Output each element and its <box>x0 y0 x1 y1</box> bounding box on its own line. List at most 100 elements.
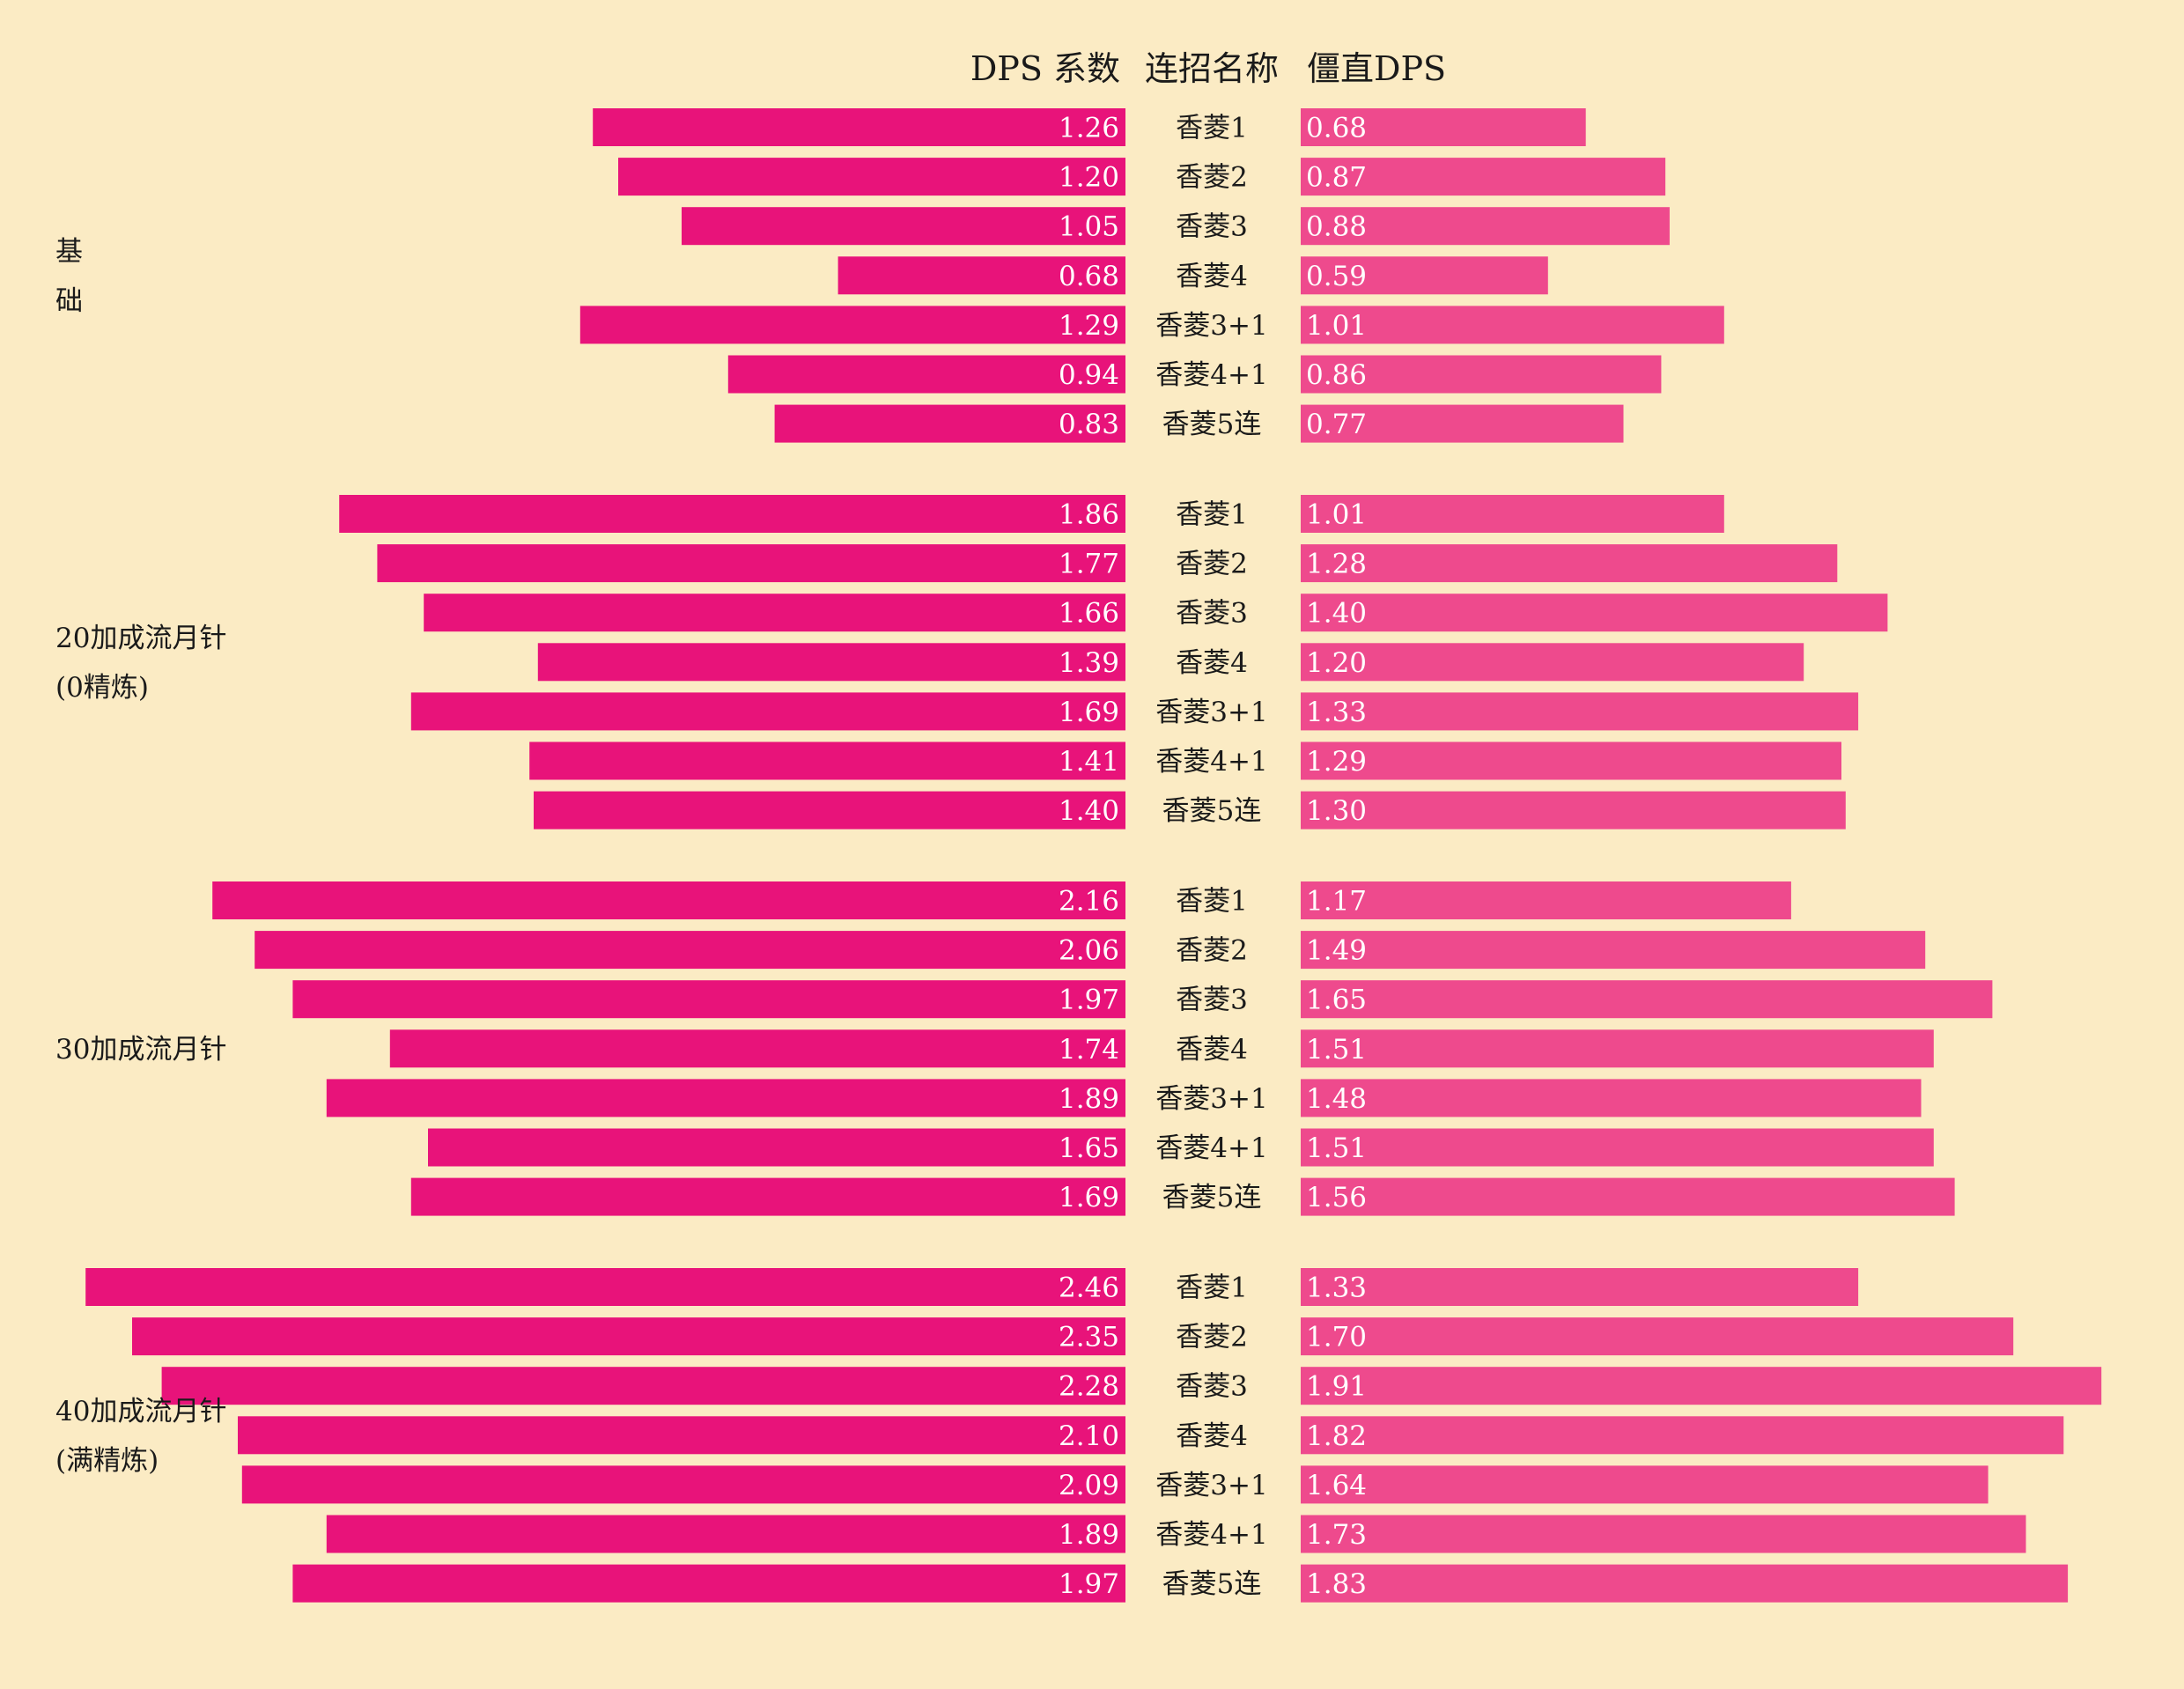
dps-bar <box>618 158 1125 196</box>
dps-value-label: 2.09 <box>1059 1470 1119 1501</box>
stagger-dps-value-label: 1.49 <box>1306 935 1367 967</box>
dps-value-label: 1.89 <box>1059 1519 1119 1551</box>
stagger-dps-value-label: 1.29 <box>1306 746 1367 778</box>
stagger-dps-value-label: 1.01 <box>1306 499 1367 531</box>
dps-value-label: 1.39 <box>1059 647 1119 679</box>
dps-bar <box>534 791 1125 830</box>
combo-name-label: 香菱4+1 <box>1155 746 1267 778</box>
dps-value-label: 1.40 <box>1059 795 1119 827</box>
dps-bar <box>326 1515 1125 1553</box>
stagger-dps-bar <box>1301 404 1624 443</box>
group-label: 础 <box>55 285 83 317</box>
dps-value-label: 1.77 <box>1059 549 1119 580</box>
dps-value-label: 1.29 <box>1059 310 1119 342</box>
stagger-dps-bar <box>1301 1268 1859 1306</box>
stagger-dps-bar <box>1301 1029 1934 1068</box>
header-combo-name: 连招名称 <box>1145 49 1279 88</box>
stagger-dps-value-label: 1.51 <box>1306 1034 1367 1066</box>
stagger-dps-value-label: 1.48 <box>1306 1083 1367 1115</box>
dps-value-label: 0.83 <box>1059 409 1119 440</box>
group-label: 20加成流月针 <box>55 623 226 654</box>
stagger-dps-value-label: 1.17 <box>1306 886 1367 918</box>
stagger-dps-bar <box>1301 1079 1922 1117</box>
stagger-dps-value-label: 1.70 <box>1306 1322 1367 1353</box>
stagger-dps-bar <box>1301 881 1791 919</box>
stagger-dps-value-label: 1.91 <box>1306 1371 1367 1403</box>
dps-value-label: 2.06 <box>1059 935 1119 967</box>
dps-value-label: 1.65 <box>1059 1132 1119 1164</box>
dps-value-label: 0.68 <box>1059 261 1119 292</box>
dps-value-label: 1.86 <box>1059 499 1119 531</box>
dps-value-label: 1.66 <box>1059 598 1119 630</box>
combo-name-label: 香菱2 <box>1176 935 1248 967</box>
dps-bar <box>410 692 1125 731</box>
stagger-dps-bar <box>1301 741 1841 780</box>
bar-group: 1.26 香菱1 0.68 1.20 香菱2 0.87 1.05 香菱3 0.88 0.68 香菱4… <box>55 108 1724 443</box>
bar-group: 2.16 香菱1 1.17 2.06 香菱2 1.49 1.97 香菱3 1.65 1.74 香菱4… <box>55 881 1993 1216</box>
stagger-dps-value-label: 0.86 <box>1306 359 1367 391</box>
stagger-dps-bar <box>1301 1367 2102 1405</box>
header-dps: DPS 系数 <box>970 49 1120 88</box>
combo-name-label: 香菱4 <box>1176 1420 1248 1452</box>
dps-bar <box>377 544 1125 583</box>
stagger-dps-value-label: 1.28 <box>1306 549 1367 580</box>
stagger-dps-bar <box>1301 108 1586 146</box>
dps-bar <box>389 1029 1125 1068</box>
combo-name-label: 香菱5连 <box>1162 795 1262 827</box>
stagger-dps-value-label: 1.20 <box>1306 647 1367 679</box>
dps-bar <box>85 1268 1126 1306</box>
dps-bar <box>238 1416 1125 1455</box>
stagger-dps-value-label: 0.68 <box>1306 113 1367 144</box>
dps-value-label: 2.35 <box>1059 1322 1119 1353</box>
combo-name-label: 香菱3+1 <box>1155 310 1267 342</box>
stagger-dps-bar <box>1301 544 1838 583</box>
stagger-dps-bar <box>1301 1128 1934 1167</box>
group-label: 30加成流月针 <box>55 1034 226 1066</box>
dps-bar <box>537 643 1125 682</box>
stagger-dps-bar <box>1301 495 1724 533</box>
combo-name-label: 香菱3 <box>1176 211 1248 243</box>
stagger-dps-bar <box>1301 1317 2014 1356</box>
stagger-dps-bar <box>1301 1177 1955 1216</box>
dps-bar <box>593 108 1125 146</box>
combo-name-label: 香菱2 <box>1176 1322 1248 1353</box>
dps-bar <box>410 1177 1125 1216</box>
combo-name-label: 香菱3 <box>1176 985 1248 1016</box>
dps-bar <box>292 1564 1125 1603</box>
dps-bar <box>837 256 1125 295</box>
stagger-dps-bar <box>1301 594 1888 632</box>
stagger-dps-bar <box>1301 1564 2069 1603</box>
combo-name-label: 香菱4+1 <box>1155 1519 1267 1551</box>
stagger-dps-value-label: 0.77 <box>1306 409 1367 440</box>
dps-bar <box>212 881 1126 919</box>
group-label: 40加成流月针 <box>55 1396 226 1427</box>
combo-name-label: 香菱1 <box>1176 886 1248 918</box>
bar-group: 2.46 香菱1 1.33 2.35 香菱2 1.70 2.28 香菱3 1.91 2.10 香菱4… <box>55 1268 2102 1603</box>
stagger-dps-bar <box>1301 1515 2026 1553</box>
combo-name-label: 香菱5连 <box>1162 409 1262 440</box>
stagger-dps-bar <box>1301 207 1670 246</box>
dps-value-label: 1.05 <box>1059 211 1119 243</box>
stagger-dps-bar <box>1301 355 1662 394</box>
stagger-dps-bar <box>1301 692 1859 731</box>
stagger-dps-bar <box>1301 158 1666 196</box>
stagger-dps-bar <box>1301 980 1993 1019</box>
dps-value-label: 1.89 <box>1059 1083 1119 1115</box>
dps-bar <box>774 404 1125 443</box>
stagger-dps-value-label: 1.83 <box>1306 1568 1367 1600</box>
combo-name-label: 香菱2 <box>1176 162 1248 194</box>
combo-name-label: 香菱5连 <box>1162 1182 1262 1213</box>
dps-bar <box>255 931 1125 970</box>
combo-name-label: 香菱3 <box>1176 598 1248 630</box>
combo-name-label: 香菱4 <box>1176 1034 1248 1066</box>
stagger-dps-bar <box>1301 256 1548 295</box>
stagger-dps-bar <box>1301 791 1846 830</box>
combo-name-label: 香菱4+1 <box>1155 1132 1267 1164</box>
combo-name-label: 香菱4 <box>1176 261 1248 292</box>
stagger-dps-value-label: 1.73 <box>1306 1519 1367 1551</box>
stagger-dps-bar <box>1301 931 1926 970</box>
stagger-dps-bar <box>1301 1465 1988 1504</box>
stagger-dps-value-label: 1.01 <box>1306 310 1367 342</box>
combo-name-label: 香菱1 <box>1176 113 1248 144</box>
